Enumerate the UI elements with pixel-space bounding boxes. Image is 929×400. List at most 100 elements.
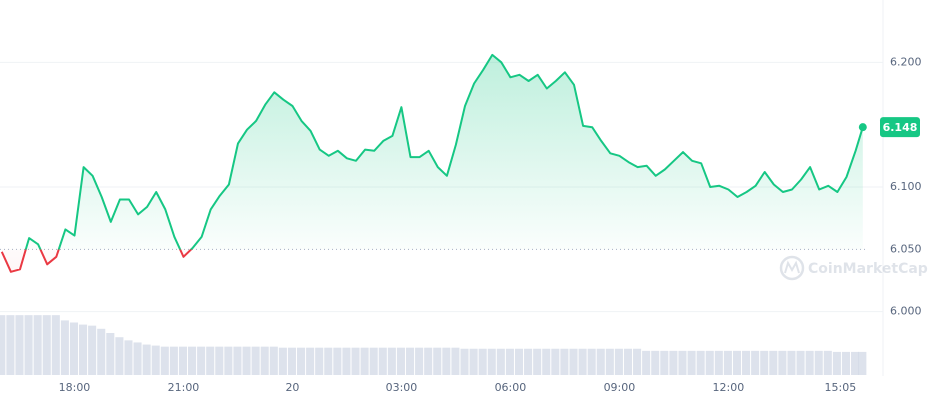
volume-bar [251, 346, 260, 375]
volume-bar [723, 350, 732, 375]
volume-bar [360, 347, 369, 375]
volume-bar [596, 348, 605, 375]
volume-bar [351, 347, 360, 375]
volume-bar [342, 347, 351, 375]
volume-bar [633, 348, 642, 375]
volume-bar [296, 347, 306, 375]
volume-bar [151, 345, 160, 375]
y-tick-label: 6.000 [890, 305, 922, 318]
volume-bar [587, 348, 596, 375]
x-tick-label: 12:00 [713, 381, 745, 394]
volume-bar [15, 315, 24, 375]
volume-bar [405, 347, 415, 375]
volume-bar [841, 351, 851, 375]
price-tag-label: 6.148 [883, 121, 918, 134]
volume-bar [560, 348, 569, 375]
volume-bar [787, 350, 796, 375]
volume-bar [160, 346, 169, 375]
last-point [858, 123, 867, 132]
volume-bar [333, 347, 342, 375]
volume-bar [269, 346, 278, 375]
volume-bar [324, 347, 333, 375]
volume-bar [188, 346, 197, 375]
volume-bar [424, 347, 433, 375]
volume-bar [433, 347, 442, 375]
volume-bar [242, 346, 251, 375]
watermark: CoinMarketCap [779, 255, 928, 281]
volume-bar [678, 350, 687, 375]
volume-bar [505, 348, 514, 375]
volume-bar [142, 344, 151, 375]
volume-bar [696, 350, 705, 375]
volume-bar [197, 346, 206, 375]
volume-bar [260, 346, 269, 375]
volume-bar [623, 348, 633, 375]
volume-bar [605, 348, 614, 375]
volume-bar [133, 342, 142, 375]
volume-bar [524, 348, 533, 375]
volume-bar [315, 347, 324, 375]
y-tick-label: 6.100 [890, 180, 922, 193]
volume-bar [178, 346, 188, 375]
volume-bar [0, 315, 6, 375]
volume-bar [569, 348, 578, 375]
volume-bar [33, 315, 42, 375]
volume-bar [60, 320, 69, 375]
volume-bar [51, 315, 60, 375]
volume-bar [814, 350, 823, 375]
volume-bar [542, 348, 551, 375]
price-line [0, 53, 864, 273]
volume-bar [287, 347, 296, 375]
volume-bar [742, 350, 751, 375]
volume-bar [306, 347, 315, 375]
volume-bar [778, 350, 787, 375]
volume-bar [551, 348, 560, 375]
volume-bar [760, 350, 769, 375]
volume-bar [396, 347, 405, 375]
volume-bar [751, 350, 760, 375]
volume-bar [578, 348, 587, 375]
volume-bar [823, 350, 832, 375]
volume-bar [469, 348, 478, 375]
volume-bar [478, 348, 487, 375]
volume-bar [487, 348, 496, 375]
volume-bar [369, 347, 378, 375]
volume-bar [206, 346, 215, 375]
volume-bar [460, 348, 469, 375]
volume-bar [669, 350, 678, 375]
volume-bar [106, 333, 115, 375]
volume-bar [387, 347, 396, 375]
volume-bar [115, 337, 124, 375]
volume-bar [714, 350, 723, 375]
volume-bar [642, 350, 651, 375]
volume-bar [796, 350, 805, 375]
volume-bar [169, 346, 178, 375]
volume-bar [233, 346, 242, 375]
volume-bar [97, 328, 106, 375]
volume-bar [851, 351, 860, 375]
volume-bar [124, 340, 133, 375]
volume-bar [614, 348, 623, 375]
y-tick-label: 6.200 [890, 55, 922, 68]
volume-bar [415, 347, 424, 375]
volume-bar [514, 348, 524, 375]
volume-bar [769, 350, 778, 375]
volume-bar [278, 347, 287, 375]
x-tick-label: 18:00 [59, 381, 91, 394]
volume-bar [42, 315, 51, 375]
volume-bar [24, 315, 33, 375]
volume-bar [6, 315, 15, 375]
volume-bar [705, 350, 714, 375]
volume-bar [732, 350, 742, 375]
volume-bar [651, 350, 660, 375]
y-tick-label: 6.050 [890, 242, 922, 255]
volume-bar [496, 348, 505, 375]
volume-bar [832, 351, 841, 375]
volume-bar [69, 322, 79, 375]
x-tick-label: 15:05 [825, 381, 857, 394]
volume-bar [451, 347, 460, 375]
volume-bar [805, 350, 814, 375]
price-tag [880, 117, 920, 138]
x-tick-label: 03:00 [386, 381, 418, 394]
